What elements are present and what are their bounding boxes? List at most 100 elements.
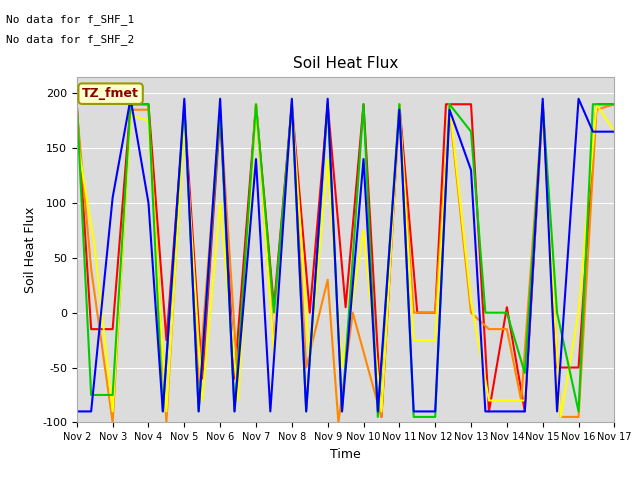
SHF1: [539, 101, 547, 107]
SHF2: [288, 101, 296, 107]
Text: No data for f_SHF_2: No data for f_SHF_2: [6, 34, 134, 45]
SHF5: [127, 96, 134, 102]
SHF3: [593, 101, 600, 107]
SHF4: [539, 101, 547, 107]
SHF3: [360, 228, 367, 233]
SHF5: [374, 408, 381, 414]
SHF2: [593, 107, 600, 113]
SHF1: [378, 414, 385, 420]
SHF1: [396, 101, 403, 107]
SHF2: [485, 326, 493, 332]
SHF4: [445, 101, 453, 107]
Line: SHF3: SHF3: [77, 104, 614, 417]
SHF5: [445, 107, 453, 113]
SHF1: [485, 408, 493, 414]
SHF2: [324, 277, 332, 283]
SHF4: [374, 414, 381, 420]
SHF2: [575, 414, 582, 420]
SHF2: [410, 310, 417, 315]
SHF1: [198, 376, 206, 382]
SHF2: [378, 414, 385, 420]
SHF1: [503, 304, 511, 310]
SHF2: [431, 310, 439, 315]
SHF3: [270, 348, 278, 354]
Title: Soil Heat Flux: Soil Heat Flux: [293, 57, 398, 72]
SHF2: [335, 420, 342, 425]
SHF2: [503, 326, 511, 332]
SHF4: [611, 101, 618, 107]
SHF4: [503, 310, 511, 315]
Line: SHF2: SHF2: [77, 104, 614, 422]
Text: No data for f_SHF_1: No data for f_SHF_1: [6, 14, 134, 25]
SHF5: [324, 96, 332, 102]
SHF4: [589, 101, 596, 107]
SHF4: [302, 408, 310, 414]
SHF5: [611, 129, 618, 134]
SHF3: [306, 359, 314, 365]
SHF4: [216, 107, 224, 113]
SHF3: [410, 337, 417, 343]
SHF3: [503, 397, 511, 403]
SHF2: [145, 107, 152, 113]
SHF1: [145, 101, 152, 107]
SHF5: [73, 408, 81, 414]
X-axis label: Time: Time: [330, 448, 361, 461]
SHF2: [180, 107, 188, 113]
SHF4: [195, 408, 202, 414]
SHF4: [73, 101, 81, 107]
SHF5: [539, 96, 547, 102]
SHF2: [234, 381, 242, 387]
SHF4: [145, 101, 152, 107]
SHF1: [180, 107, 188, 113]
SHF4: [431, 414, 439, 420]
SHF1: [270, 304, 278, 310]
SHF5: [481, 408, 489, 414]
SHF3: [539, 101, 547, 107]
Line: SHF4: SHF4: [77, 104, 614, 417]
SHF1: [342, 304, 349, 310]
SHF1: [611, 101, 618, 107]
SHF5: [180, 96, 188, 102]
SHF4: [109, 392, 116, 398]
SHF4: [467, 129, 475, 134]
SHF1: [230, 376, 238, 382]
SHF2: [270, 343, 278, 348]
SHF5: [575, 96, 582, 102]
SHF5: [266, 408, 274, 414]
SHF5: [503, 408, 511, 414]
SHF5: [431, 408, 439, 414]
SHF3: [611, 129, 618, 134]
SHF5: [252, 156, 260, 162]
SHF1: [467, 101, 475, 107]
SHF2: [73, 107, 81, 113]
SHF2: [467, 310, 475, 315]
SHF4: [553, 310, 561, 315]
SHF3: [396, 101, 403, 107]
SHF3: [378, 408, 385, 414]
SHF3: [73, 134, 81, 140]
SHF5: [360, 156, 367, 162]
SHF1: [431, 310, 439, 315]
Line: SHF1: SHF1: [77, 104, 614, 417]
SHF1: [73, 101, 81, 107]
SHF2: [349, 310, 356, 315]
SHF1: [288, 101, 296, 107]
SHF3: [521, 397, 529, 403]
SHF4: [360, 101, 367, 107]
SHF4: [159, 408, 166, 414]
SHF3: [91, 244, 99, 250]
SHF4: [127, 101, 134, 107]
SHF4: [252, 101, 260, 107]
SHF3: [431, 337, 439, 343]
SHF1: [109, 326, 116, 332]
SHF5: [145, 200, 152, 206]
SHF3: [145, 118, 152, 123]
SHF5: [159, 408, 166, 414]
SHF5: [338, 408, 346, 414]
SHF4: [324, 101, 332, 107]
SHF1: [442, 101, 450, 107]
SHF5: [396, 107, 403, 113]
SHF4: [521, 370, 529, 376]
SHF5: [230, 408, 238, 414]
SHF4: [396, 101, 403, 107]
